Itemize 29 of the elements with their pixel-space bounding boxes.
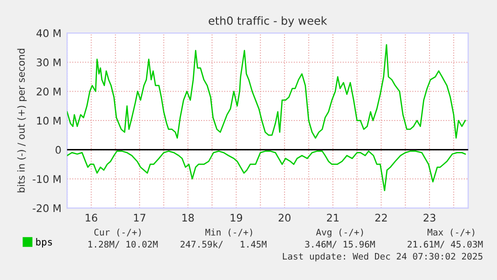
- y-tick-label: 40 M: [36, 29, 61, 38]
- y-axis-title: bits in (-) / out (+) per second: [17, 48, 27, 192]
- text: 1.28M/ 10.02M: [88, 240, 158, 248]
- y-tick-label: 30 M: [36, 58, 61, 66]
- text: Min (-/+): [205, 228, 252, 237]
- y-tick-label: -10 M: [32, 175, 61, 183]
- x-tick-label: 16: [86, 214, 98, 222]
- y-tick-label: 20 M: [36, 88, 61, 96]
- text: 247.59k/ 1.45M: [180, 240, 267, 248]
- x-tick-label: 22: [375, 214, 387, 222]
- text: Avg (-/+): [316, 228, 363, 238]
- x-tick-label: 18: [182, 214, 194, 222]
- y-tick-label: 10 M: [37, 116, 61, 125]
- text: Cur (-/+): [94, 228, 141, 237]
- text: Last update: Wed Dec 24 07:30:02 2025: [282, 252, 482, 262]
- line-series: [67, 150, 466, 192]
- text: Max (-/+): [428, 228, 474, 237]
- line-series: [67, 44, 466, 139]
- x-tick-label: 17: [134, 214, 146, 222]
- y-tick-label: -20 M: [32, 204, 61, 212]
- text: 21.61M/ 45.03M: [408, 240, 483, 248]
- x-tick-label: 23: [424, 214, 436, 222]
- legend-label: bps: [36, 238, 52, 248]
- x-tick-label: 21: [327, 214, 339, 222]
- x-tick-label: 19: [230, 214, 242, 222]
- text: 3.46M/ 15.96M: [305, 240, 375, 248]
- y-tick-label: 0: [56, 146, 61, 154]
- x-tick-label: 20: [278, 214, 290, 222]
- chart-title: eth0 traffic - by week: [208, 16, 328, 28]
